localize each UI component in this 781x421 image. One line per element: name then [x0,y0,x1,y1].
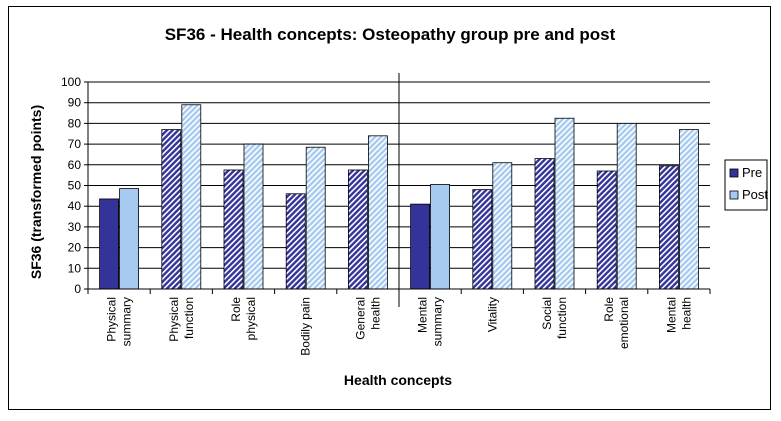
chart-title: SF36 - Health concepts: Osteopathy group… [165,25,616,44]
bar-post [492,162,513,290]
category-label-line: summary [431,297,445,346]
bar-pre [596,170,617,290]
category-label: Vitality [485,297,499,332]
category-label-line: health [368,297,382,330]
y-tick-labels: 0 10 20 30 40 50 60 70 80 90 100 [61,75,81,296]
bar-post [679,129,699,290]
category-label: Physical function [167,297,196,342]
category-label-line: summary [120,297,134,346]
bar-pre [99,198,119,290]
y-tick-label: 90 [68,96,82,110]
y-axis-title: SF36 (transformed points) [28,105,44,279]
category-label: General health [353,297,382,340]
category-label-line: Role [602,297,616,322]
y-tick-label: 30 [68,220,82,234]
bar-post [181,104,202,290]
bar-pre [534,158,555,290]
y-tick-label: 10 [68,261,82,275]
legend-label-post: Post [742,187,768,202]
legend-label-pre: Pre [742,165,762,180]
y-tick-label: 70 [68,137,82,151]
legend-box [724,159,768,211]
axes [87,73,711,307]
bar-pre [347,169,368,290]
category-label: Social function [540,297,569,339]
y-tick-label: 80 [68,116,82,130]
category-label-line: Bodily pain [299,297,313,356]
category-label-line: Vitality [485,297,499,332]
bar-post [616,123,637,290]
legend-swatch-pre [729,168,739,178]
y-tick-label: 60 [68,158,82,172]
chart-svg: SF36 - Health concepts: Osteopathy group… [28,25,768,388]
legend: Pre Post [724,159,768,211]
bar-post [430,184,451,290]
category-label-line: function [555,297,569,339]
category-label-line: Physical [105,297,119,342]
category-label: Physical summary [105,297,134,346]
bar-post [367,135,388,290]
category-label-line: Social [540,297,554,330]
category-label-line: function [182,297,196,339]
bars [99,104,699,290]
x-category-labels: Physical summary Physical function Role physi… [105,297,694,356]
bar-pre [659,165,679,290]
bar-post [305,146,326,290]
category-label: Mental health [664,297,693,333]
category-label-line: Mental [664,297,678,333]
category-label-line: Role [229,297,243,322]
legend-swatch-post [729,190,739,200]
bar-post [243,143,264,290]
bar-post [554,117,575,290]
bar-post [119,188,139,290]
category-label: Mental summary [416,297,445,346]
category-label-line: General [353,297,367,340]
y-tick-label: 0 [74,282,81,296]
bar-pre [285,193,306,290]
category-label: Bodily pain [299,297,313,356]
y-tick-label: 20 [68,241,82,255]
y-tick-label: 50 [68,179,82,193]
bar-pre [161,129,182,290]
category-label-line: physical [244,297,258,340]
category-label: Role physical [229,297,258,341]
bar-pre [410,203,431,290]
chart-frame: SF36 - Health concepts: Osteopathy group… [8,6,771,410]
y-tick-label: 40 [68,199,82,213]
x-axis-title: Health concepts [344,372,452,388]
category-label-line: health [679,297,693,330]
category-label: Role emotional [602,297,631,349]
bar-pre [472,189,493,290]
category-label-line: Physical [167,297,181,342]
bar-pre [223,169,244,290]
category-label-line: emotional [617,297,631,349]
y-tick-label: 100 [61,75,81,89]
category-label-line: Mental [416,297,430,333]
